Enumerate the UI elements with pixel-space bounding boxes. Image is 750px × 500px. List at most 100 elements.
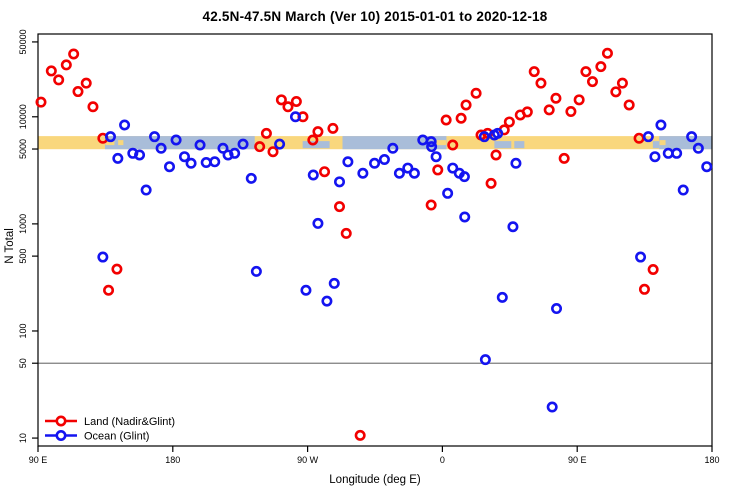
map-band-ocean xyxy=(659,136,712,150)
land-point xyxy=(490,149,502,161)
land-point xyxy=(254,141,266,153)
ocean-point xyxy=(222,149,234,161)
ocean-point xyxy=(200,157,212,169)
ocean-point xyxy=(393,167,405,179)
ocean-point xyxy=(209,156,221,168)
ocean-point xyxy=(342,156,354,168)
land-point xyxy=(72,86,84,98)
land-point xyxy=(610,86,622,98)
ocean-point xyxy=(387,142,399,154)
ocean-point xyxy=(671,147,683,159)
land-point xyxy=(521,106,533,118)
plot-border xyxy=(37,33,713,447)
map-band-coast-speckle xyxy=(436,140,447,146)
legend-marker xyxy=(55,429,67,441)
land-point xyxy=(60,59,72,71)
map-band-lake xyxy=(652,141,660,149)
land-point xyxy=(455,112,467,124)
ocean-point xyxy=(312,217,324,229)
x-tick-label: 180 xyxy=(704,455,719,465)
land-point xyxy=(543,104,555,116)
ocean-point xyxy=(321,295,333,307)
map-band-lake xyxy=(494,141,512,149)
map-band-coast-speckle xyxy=(105,140,115,146)
ocean-point xyxy=(686,131,698,143)
land-point xyxy=(503,116,515,128)
ocean-point xyxy=(334,176,346,188)
x-tick-label: 90 W xyxy=(297,455,319,465)
land-point xyxy=(35,96,47,108)
ocean-point xyxy=(408,167,420,179)
x-tick-label: 0 xyxy=(440,455,445,465)
y-axis-title: N Total xyxy=(4,228,16,264)
ocean-point xyxy=(425,136,437,148)
legend-marker xyxy=(55,415,67,427)
land-point xyxy=(319,166,331,178)
ocean-point xyxy=(426,141,438,153)
ocean-point xyxy=(546,401,558,413)
land-point xyxy=(432,164,444,176)
land-point xyxy=(87,101,99,113)
ocean-point xyxy=(701,161,713,173)
y-tick-label: 50000 xyxy=(18,29,28,54)
land-point xyxy=(327,122,339,134)
land-point xyxy=(528,66,540,78)
x-tick-label: 90 E xyxy=(568,455,587,465)
land-point xyxy=(595,61,607,73)
y-tick-label: 5000 xyxy=(18,139,28,159)
ocean-point xyxy=(178,151,190,163)
land-point xyxy=(535,77,547,89)
land-point xyxy=(53,74,65,86)
ocean-point xyxy=(194,139,206,151)
land-point xyxy=(334,201,346,213)
land-point xyxy=(354,429,366,441)
land-point xyxy=(111,263,123,275)
land-point xyxy=(425,199,437,211)
ocean-point xyxy=(140,184,152,196)
ocean-point xyxy=(507,221,519,233)
x-tick-label: 90 E xyxy=(29,455,48,465)
land-point xyxy=(267,146,279,158)
ocean-point xyxy=(655,119,667,131)
ocean-point xyxy=(649,151,661,163)
y-tick-label: 1000 xyxy=(18,214,28,234)
y-tick-label: 10 xyxy=(18,433,28,443)
land-point xyxy=(460,99,472,111)
map-band-lake xyxy=(302,141,330,149)
land-point xyxy=(616,77,628,89)
y-tick-label: 100 xyxy=(18,323,28,338)
land-point xyxy=(485,177,497,189)
ocean-point xyxy=(369,157,381,169)
ocean-point xyxy=(677,184,689,196)
y-tick-label: 50 xyxy=(18,358,28,368)
ocean-point xyxy=(478,131,490,143)
land-point xyxy=(103,284,115,296)
land-point xyxy=(470,87,482,99)
land-point xyxy=(307,134,319,146)
land-point xyxy=(580,66,592,78)
map-band-lake xyxy=(514,141,525,149)
ocean-point xyxy=(459,211,471,223)
ocean-point xyxy=(510,157,522,169)
land-point xyxy=(447,139,459,151)
ocean-point xyxy=(112,152,124,164)
land-point xyxy=(260,127,272,139)
ocean-point xyxy=(245,172,257,184)
land-point xyxy=(80,77,92,89)
ocean-point xyxy=(155,142,167,154)
x-tick-label: 180 xyxy=(165,455,180,465)
ocean-point xyxy=(328,277,340,289)
ocean-point xyxy=(250,265,262,277)
land-point xyxy=(340,227,352,239)
legend-label: Land (Nadir&Glint) xyxy=(84,416,175,428)
legend-label: Ocean (Glint) xyxy=(84,431,149,443)
ocean-point xyxy=(496,291,508,303)
ocean-point xyxy=(551,303,563,315)
land-point xyxy=(550,92,562,104)
ocean-point xyxy=(170,134,182,146)
map-band-coast-speckle xyxy=(118,140,124,146)
land-point xyxy=(558,152,570,164)
ocean-point xyxy=(642,131,654,143)
land-point xyxy=(647,264,659,276)
